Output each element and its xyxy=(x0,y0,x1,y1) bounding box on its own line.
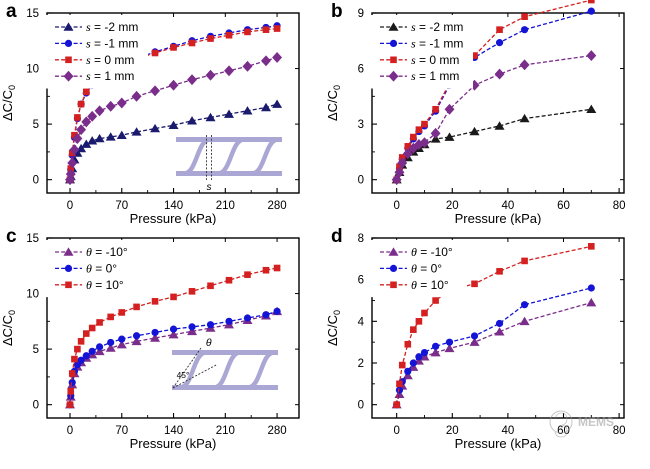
svg-text:45°: 45° xyxy=(177,370,190,380)
svg-text:10: 10 xyxy=(26,64,39,76)
svg-text:5: 5 xyxy=(33,344,39,356)
svg-text:10: 10 xyxy=(26,289,39,301)
svg-text:0: 0 xyxy=(393,200,399,212)
svg-text:Pressure (kPa): Pressure (kPa) xyxy=(130,211,217,226)
svg-text:2: 2 xyxy=(358,358,364,370)
svg-text:0: 0 xyxy=(67,425,73,437)
svg-text:s = 0 mm: s = 0 mm xyxy=(411,53,459,67)
svg-text:s = -1 mm: s = -1 mm xyxy=(411,36,463,50)
svg-text:ΔC/C0: ΔC/C0 xyxy=(0,85,17,121)
svg-text:280: 280 xyxy=(267,425,286,437)
svg-text:0: 0 xyxy=(33,175,39,187)
svg-text:3: 3 xyxy=(358,119,364,131)
svg-text:Pressure (kPa): Pressure (kPa) xyxy=(455,211,542,226)
svg-text:0: 0 xyxy=(358,400,364,412)
svg-text:θ: θ xyxy=(206,337,212,349)
svg-text:15: 15 xyxy=(26,8,39,20)
svg-text:θ = 0°: θ = 0° xyxy=(86,261,117,275)
svg-text:s = 1 mm: s = 1 mm xyxy=(411,69,459,83)
svg-text:0: 0 xyxy=(358,175,364,187)
svg-text:s = 0 mm: s = 0 mm xyxy=(86,53,134,67)
svg-text:6: 6 xyxy=(358,64,364,76)
svg-text:θ = -10°: θ = -10° xyxy=(411,245,453,259)
svg-text:θ = 10°: θ = 10° xyxy=(411,278,449,292)
svg-text:280: 280 xyxy=(267,200,286,212)
svg-text:Pressure (kPa): Pressure (kPa) xyxy=(130,436,217,451)
svg-text:s = 1 mm: s = 1 mm xyxy=(86,69,134,83)
svg-text:s = -2 mm: s = -2 mm xyxy=(411,20,463,34)
svg-text:60: 60 xyxy=(557,200,570,212)
svg-text:70: 70 xyxy=(115,200,128,212)
svg-text:ΔC/C0: ΔC/C0 xyxy=(0,310,17,346)
svg-text:80: 80 xyxy=(613,425,626,437)
svg-text:s = -1 mm: s = -1 mm xyxy=(86,36,138,50)
svg-text:5: 5 xyxy=(33,119,39,131)
svg-text:9: 9 xyxy=(358,8,364,20)
svg-text:MEMS: MEMS xyxy=(578,415,614,429)
svg-text:4: 4 xyxy=(358,316,365,328)
svg-text:0: 0 xyxy=(67,200,73,212)
svg-text:70: 70 xyxy=(115,425,128,437)
svg-text:80: 80 xyxy=(613,200,626,212)
svg-text:θ = -10°: θ = -10° xyxy=(86,245,128,259)
svg-text:s: s xyxy=(207,182,212,193)
svg-text:Pressure (kPa): Pressure (kPa) xyxy=(455,436,542,451)
svg-text:8: 8 xyxy=(358,233,364,245)
svg-text:0: 0 xyxy=(393,425,399,437)
svg-text:210: 210 xyxy=(216,425,235,437)
svg-text:6: 6 xyxy=(358,275,364,287)
svg-text:0: 0 xyxy=(33,400,39,412)
svg-text:θ = 10°: θ = 10° xyxy=(86,278,124,292)
svg-text:ΔC/C0: ΔC/C0 xyxy=(325,85,342,121)
svg-text:ΔC/C0: ΔC/C0 xyxy=(325,310,342,346)
svg-text:15: 15 xyxy=(26,233,39,245)
svg-text:210: 210 xyxy=(216,200,235,212)
svg-text:s = -2 mm: s = -2 mm xyxy=(86,20,138,34)
svg-text:θ = 0°: θ = 0° xyxy=(411,261,442,275)
